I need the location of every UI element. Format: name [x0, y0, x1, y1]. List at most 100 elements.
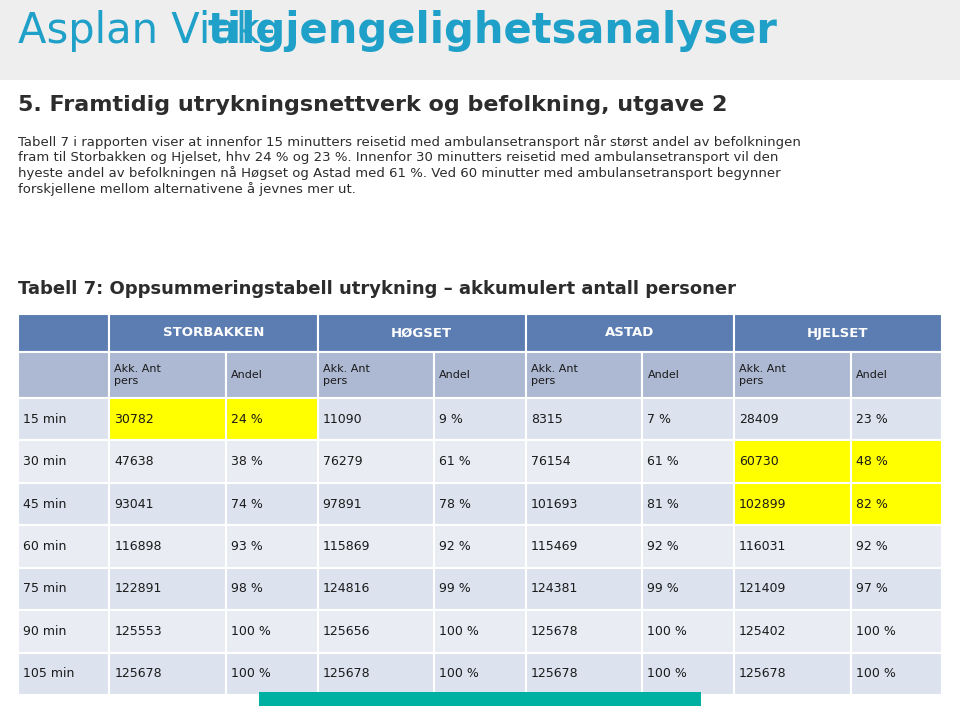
Bar	[18, 352, 109, 398]
Bar	[109, 352, 227, 398]
Bar	[318, 525, 434, 568]
Text: 115869: 115869	[323, 540, 370, 553]
Text: 105 min: 105 min	[23, 667, 74, 681]
Text: 76279: 76279	[323, 455, 362, 468]
Text: 92 %: 92 %	[647, 540, 680, 553]
Text: 97891: 97891	[323, 498, 362, 510]
Text: Akk. Ant
pers: Akk. Ant pers	[114, 364, 161, 386]
Bar	[526, 568, 642, 610]
Bar	[526, 610, 642, 652]
Text: Akk. Ant
pers: Akk. Ant pers	[323, 364, 370, 386]
Bar	[526, 525, 642, 568]
Bar	[733, 398, 851, 440]
Text: 100 %: 100 %	[855, 625, 896, 638]
Text: 9 %: 9 %	[440, 413, 463, 425]
Bar	[227, 525, 318, 568]
Text: 99 %: 99 %	[440, 582, 471, 596]
Bar	[642, 652, 733, 695]
Bar	[733, 652, 851, 695]
Bar	[434, 652, 526, 695]
Bar	[0, 0, 960, 80]
Text: 75 min: 75 min	[23, 582, 66, 596]
Text: 92 %: 92 %	[855, 540, 887, 553]
Bar	[18, 568, 109, 610]
Text: 125678: 125678	[531, 625, 578, 638]
Text: 125678: 125678	[739, 667, 786, 681]
Text: tilgjengelighetsanalyser: tilgjengelighetsanalyser	[208, 10, 778, 52]
Bar	[851, 568, 942, 610]
Text: Andel: Andel	[231, 370, 263, 380]
Bar	[851, 610, 942, 652]
Text: 30782: 30782	[114, 413, 155, 425]
Text: 124816: 124816	[323, 582, 370, 596]
Text: 48 %: 48 %	[855, 455, 887, 468]
Bar	[851, 652, 942, 695]
Bar	[318, 440, 434, 483]
Bar	[526, 652, 642, 695]
Bar	[733, 352, 851, 398]
Text: 124381: 124381	[531, 582, 578, 596]
Bar	[526, 314, 733, 352]
Text: STORBAKKEN: STORBAKKEN	[163, 327, 264, 340]
Bar	[18, 398, 109, 440]
Text: 60 min: 60 min	[23, 540, 66, 553]
Text: 101693: 101693	[531, 498, 578, 510]
Bar	[642, 525, 733, 568]
Bar	[526, 440, 642, 483]
Bar	[434, 440, 526, 483]
Text: Andel: Andel	[855, 370, 887, 380]
Text: 61 %: 61 %	[647, 455, 680, 468]
Text: 74 %: 74 %	[231, 498, 263, 510]
Text: 125678: 125678	[323, 667, 371, 681]
Text: 116898: 116898	[114, 540, 162, 553]
Bar	[526, 483, 642, 525]
Text: 82 %: 82 %	[855, 498, 887, 510]
Text: 78 %: 78 %	[440, 498, 471, 510]
Text: 30 min: 30 min	[23, 455, 66, 468]
Bar	[227, 483, 318, 525]
Text: 45 min: 45 min	[23, 498, 66, 510]
Bar	[434, 483, 526, 525]
Bar	[434, 610, 526, 652]
Bar	[18, 652, 109, 695]
Bar	[642, 610, 733, 652]
Bar	[318, 483, 434, 525]
Bar	[318, 398, 434, 440]
Text: 7 %: 7 %	[647, 413, 671, 425]
Bar	[851, 525, 942, 568]
Text: 97 %: 97 %	[855, 582, 887, 596]
Bar	[851, 440, 942, 483]
Bar	[227, 610, 318, 652]
Bar	[318, 652, 434, 695]
Text: 100 %: 100 %	[647, 625, 687, 638]
Bar	[109, 610, 227, 652]
Text: 92 %: 92 %	[440, 540, 471, 553]
Bar	[733, 483, 851, 525]
Text: 38 %: 38 %	[231, 455, 263, 468]
Bar	[642, 352, 733, 398]
Text: 24 %: 24 %	[231, 413, 263, 425]
Text: 100 %: 100 %	[231, 625, 271, 638]
Bar	[642, 440, 733, 483]
Text: 98 %: 98 %	[231, 582, 263, 596]
Text: 100 %: 100 %	[647, 667, 687, 681]
Bar	[109, 483, 227, 525]
Bar	[109, 568, 227, 610]
Text: 28409: 28409	[739, 413, 779, 425]
Bar	[227, 652, 318, 695]
Bar	[851, 352, 942, 398]
Bar	[851, 483, 942, 525]
Bar	[109, 314, 318, 352]
Text: 100 %: 100 %	[440, 625, 479, 638]
Bar	[733, 610, 851, 652]
Text: 121409: 121409	[739, 582, 786, 596]
Text: 125678: 125678	[531, 667, 578, 681]
Bar	[642, 398, 733, 440]
Bar	[526, 398, 642, 440]
Bar	[227, 398, 318, 440]
Text: 115469: 115469	[531, 540, 578, 553]
Bar	[434, 568, 526, 610]
Bar	[18, 440, 109, 483]
Bar	[18, 314, 109, 352]
Text: 93041: 93041	[114, 498, 154, 510]
